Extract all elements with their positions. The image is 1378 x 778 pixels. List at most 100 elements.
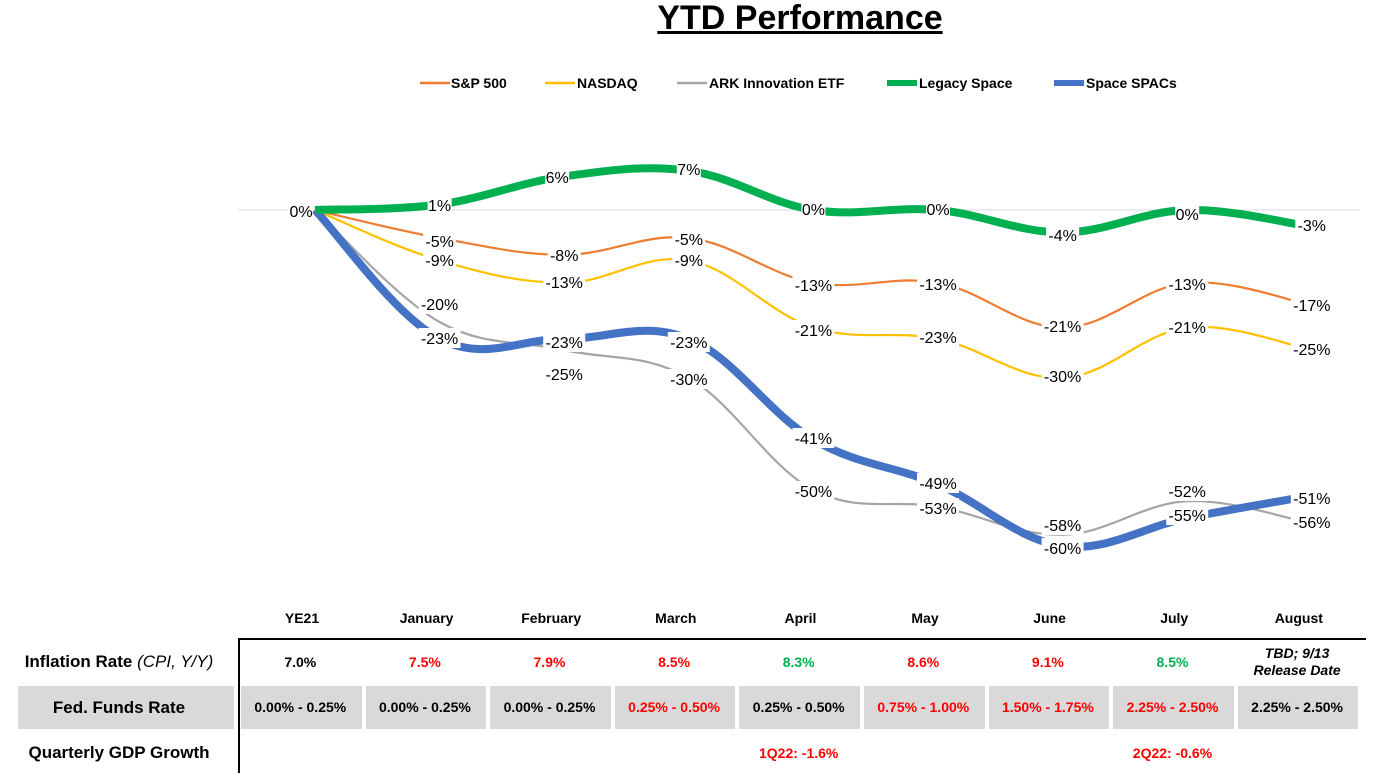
data-label-group: -30% bbox=[1041, 366, 1084, 386]
data-label: -49% bbox=[919, 476, 956, 493]
table-cell: 7.5% bbox=[408, 653, 441, 670]
data-label-bg bbox=[926, 199, 950, 219]
data-label: -13% bbox=[919, 277, 956, 294]
data-label-bg bbox=[792, 320, 835, 340]
data-label: -23% bbox=[670, 335, 707, 352]
data-label-group: -3% bbox=[1295, 215, 1329, 235]
table-cell: 9.1% bbox=[1031, 653, 1064, 670]
x-tick-label: January bbox=[400, 610, 454, 626]
table-left-border bbox=[238, 638, 240, 773]
x-tick-label: February bbox=[521, 610, 581, 626]
data-label: 0% bbox=[289, 204, 312, 221]
data-label-bg bbox=[1290, 295, 1333, 315]
data-label-group: -25% bbox=[1290, 339, 1333, 359]
data-label-bg bbox=[1041, 515, 1084, 535]
cell-shade bbox=[490, 686, 611, 729]
data-label-group: -23% bbox=[543, 332, 586, 352]
data-label-bg bbox=[288, 201, 312, 221]
data-label-group: -30% bbox=[667, 369, 710, 389]
chart-title: YTD Performance bbox=[657, 0, 943, 37]
x-tick-label: April bbox=[784, 610, 816, 626]
data-label: -13% bbox=[546, 275, 583, 292]
data-label: -56% bbox=[1293, 515, 1330, 532]
data-label: 0% bbox=[802, 202, 825, 219]
data-label-bg bbox=[917, 498, 959, 518]
data-label: -21% bbox=[795, 323, 832, 340]
data-label-bg bbox=[547, 245, 581, 265]
data-label-group: -50% bbox=[792, 481, 835, 501]
cell-shade bbox=[614, 686, 736, 729]
data-label-group: -21% bbox=[792, 320, 835, 340]
data-label: -50% bbox=[795, 484, 832, 501]
data-label: -3% bbox=[1298, 218, 1326, 235]
data-label-bg bbox=[1166, 481, 1209, 501]
data-label: -13% bbox=[795, 278, 832, 295]
data-label-group: 0% bbox=[926, 199, 950, 219]
data-label: -9% bbox=[425, 253, 453, 270]
legend-label: Legacy Space bbox=[919, 75, 1013, 91]
table-cell: 2Q22: -0.6% bbox=[1132, 744, 1213, 761]
legend-label: S&P 500 bbox=[451, 75, 507, 91]
cell-shade bbox=[988, 686, 1110, 729]
data-label-bg bbox=[543, 272, 586, 292]
data-label-bg bbox=[545, 167, 570, 187]
table-cell: 2.25% - 2.50% bbox=[1126, 699, 1219, 715]
table-cell: 0.00% - 0.25% bbox=[378, 699, 471, 715]
data-label-bg bbox=[423, 250, 457, 270]
data-label-bg bbox=[792, 428, 835, 448]
data-label: -21% bbox=[1169, 320, 1206, 337]
data-label-group: -25% bbox=[543, 364, 586, 384]
data-label-bg bbox=[543, 364, 586, 384]
table-cell: 8.3% bbox=[782, 653, 815, 670]
x-tick-label: July bbox=[1160, 610, 1188, 626]
data-label-group: -21% bbox=[1041, 316, 1084, 336]
cell-shade bbox=[739, 686, 860, 729]
table-cell: 0.75% - 1.00% bbox=[877, 699, 970, 715]
row-label: Fed. Funds Rate bbox=[0, 686, 238, 729]
table-cell: 8.6% bbox=[907, 653, 940, 670]
data-label-bg bbox=[672, 250, 706, 270]
data-label-bg bbox=[418, 328, 461, 348]
data-label: 0% bbox=[926, 202, 949, 219]
data-label: -21% bbox=[1044, 319, 1081, 336]
legend-label: Space SPACs bbox=[1086, 75, 1177, 91]
data-label: -5% bbox=[425, 234, 453, 251]
data-label-group: -13% bbox=[543, 272, 586, 292]
data-label-group: -8% bbox=[547, 245, 581, 265]
data-label-bg bbox=[1290, 339, 1333, 359]
row-label: Inflation Rate (CPI, Y/Y) bbox=[0, 638, 238, 686]
data-label-group: -60% bbox=[1041, 538, 1084, 558]
data-label: -23% bbox=[546, 335, 583, 352]
data-label: -17% bbox=[1293, 298, 1330, 315]
data-label: -25% bbox=[546, 367, 583, 384]
legend-label: ARK Innovation ETF bbox=[709, 75, 845, 91]
data-label: -58% bbox=[1044, 518, 1081, 535]
data-label-group: -56% bbox=[1290, 512, 1333, 532]
data-label: -8% bbox=[550, 248, 578, 265]
data-label-bg bbox=[801, 199, 826, 219]
table-cell: 8.5% bbox=[658, 653, 691, 670]
data-label: -23% bbox=[919, 330, 956, 347]
table-top-border bbox=[238, 638, 1366, 640]
data-label-bg bbox=[1295, 215, 1329, 235]
data-label-group: -13% bbox=[917, 274, 959, 294]
table-cell: 0.00% - 0.25% bbox=[254, 699, 347, 715]
data-label: -4% bbox=[1048, 228, 1076, 245]
data-label: -20% bbox=[421, 297, 458, 314]
x-tick-label: August bbox=[1275, 610, 1324, 626]
data-label-group: -17% bbox=[1290, 295, 1333, 315]
data-label-bg bbox=[1041, 538, 1084, 558]
cell-shade bbox=[1237, 686, 1359, 729]
data-label-group: -23% bbox=[418, 328, 461, 348]
row-label-text: Inflation Rate bbox=[24, 652, 133, 671]
data-label-bg bbox=[1166, 274, 1209, 294]
data-label-group: -51% bbox=[1290, 488, 1333, 508]
data-label-group: -21% bbox=[1166, 317, 1209, 337]
data-label: -23% bbox=[421, 331, 458, 348]
data-label: -5% bbox=[675, 232, 703, 249]
data-label-bg bbox=[1175, 204, 1200, 224]
data-label-bg bbox=[418, 294, 461, 314]
data-label: -51% bbox=[1293, 491, 1330, 508]
data-label-bg bbox=[667, 332, 710, 352]
data-label: 0% bbox=[1176, 207, 1199, 224]
